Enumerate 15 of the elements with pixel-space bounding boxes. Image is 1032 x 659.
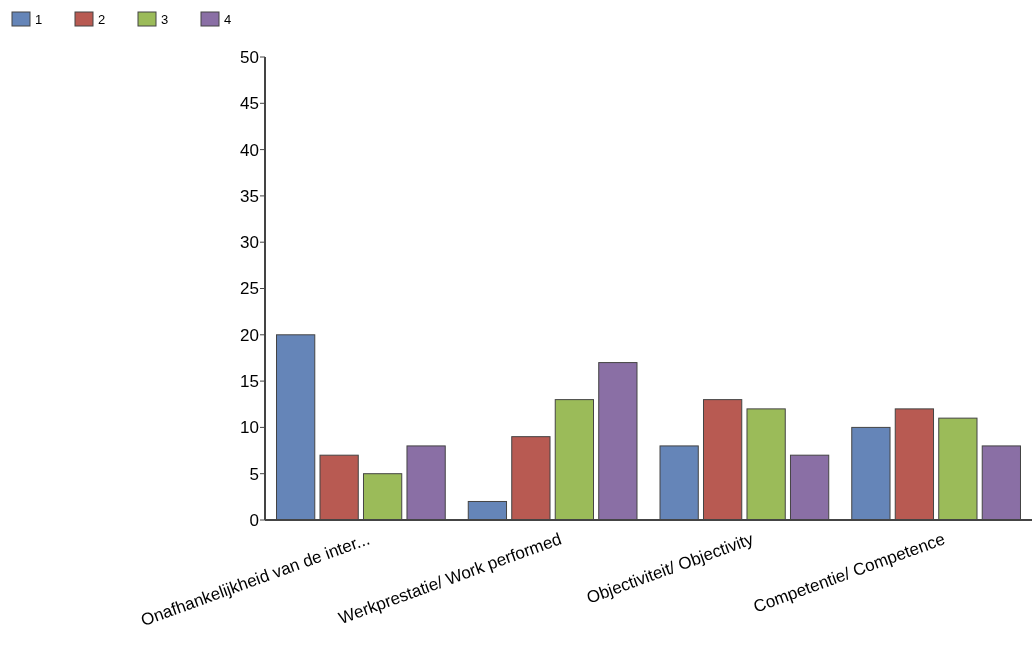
legend-label: 4 xyxy=(224,11,232,27)
legend-label: 2 xyxy=(98,11,106,27)
legend-label: 3 xyxy=(161,11,169,27)
y-tick-label: 5 xyxy=(249,464,259,484)
y-tick-label: 30 xyxy=(240,233,259,253)
legend-label: 1 xyxy=(35,11,43,27)
y-tick-label: 10 xyxy=(240,418,259,438)
y-tick-label: 0 xyxy=(249,510,259,530)
y-tick-label: 35 xyxy=(240,186,259,206)
y-tick-label: 50 xyxy=(240,47,259,67)
y-tick-label: 45 xyxy=(240,94,259,114)
y-tick-label: 20 xyxy=(240,325,259,345)
y-tick-label: 40 xyxy=(240,140,259,160)
y-tick-label: 25 xyxy=(240,279,259,299)
y-tick-label: 15 xyxy=(240,372,259,392)
